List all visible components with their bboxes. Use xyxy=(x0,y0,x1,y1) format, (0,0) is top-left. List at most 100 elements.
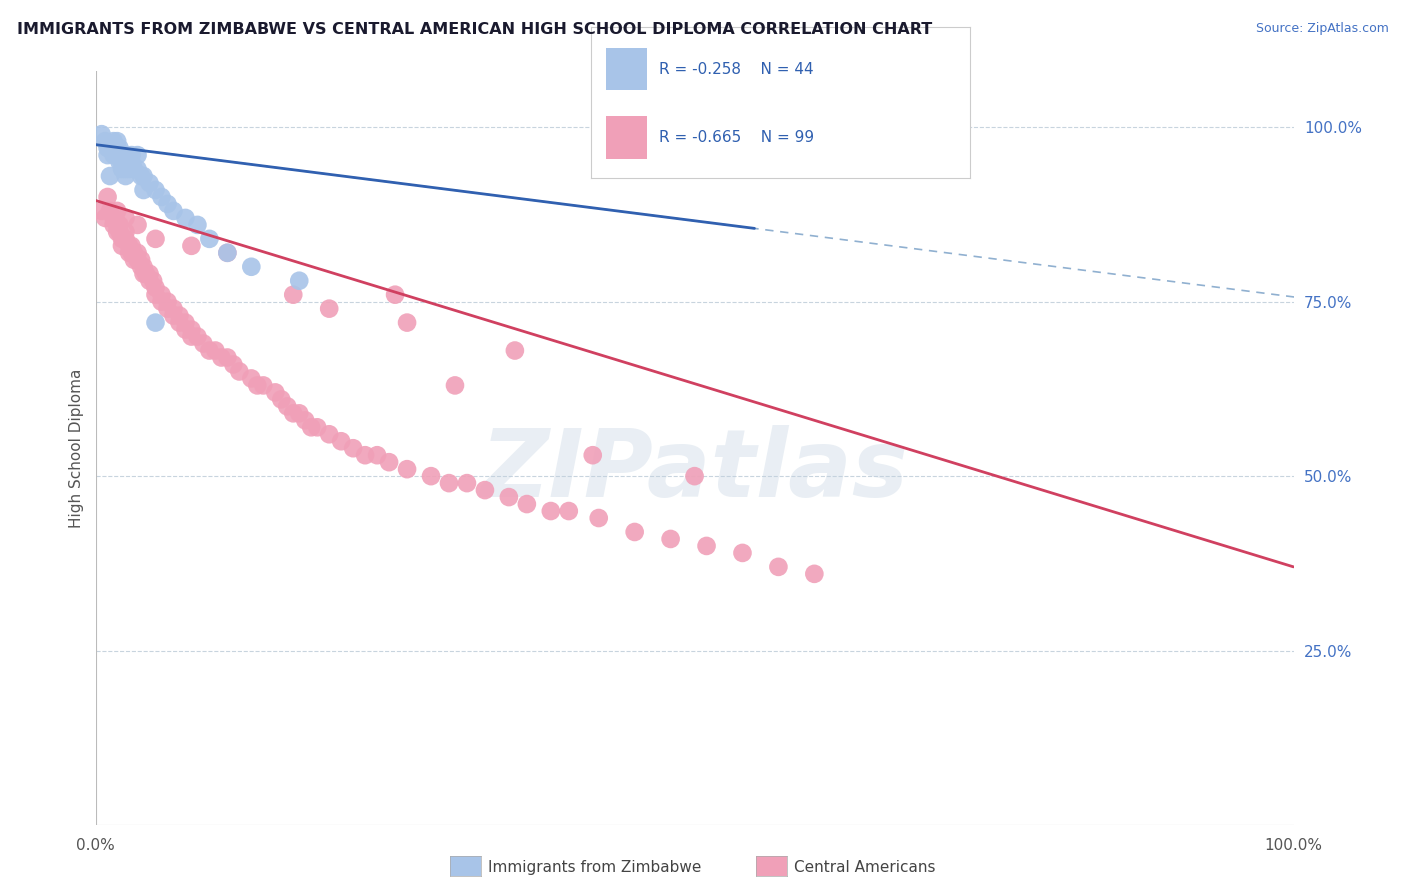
Point xyxy=(108,155,131,169)
Text: IMMIGRANTS FROM ZIMBABWE VS CENTRAL AMERICAN HIGH SCHOOL DIPLOMA CORRELATION CHA: IMMIGRANTS FROM ZIMBABWE VS CENTRAL AMER… xyxy=(17,22,932,37)
Point xyxy=(145,232,167,246)
Point xyxy=(98,141,121,155)
Point xyxy=(246,378,269,392)
Point xyxy=(145,183,167,197)
Point xyxy=(803,566,825,581)
Point xyxy=(138,274,160,288)
Point xyxy=(111,148,134,162)
Point xyxy=(240,260,263,274)
Point xyxy=(396,316,419,330)
Point xyxy=(623,524,645,539)
Text: Central Americans: Central Americans xyxy=(794,860,936,874)
Point xyxy=(217,245,239,260)
Point xyxy=(142,274,165,288)
Point xyxy=(307,420,329,434)
Point xyxy=(186,218,208,232)
Point xyxy=(540,504,562,518)
Point xyxy=(156,294,179,309)
Point xyxy=(111,232,134,246)
Point xyxy=(516,497,538,511)
Point xyxy=(90,127,112,141)
Point xyxy=(114,225,136,239)
Point xyxy=(105,203,128,218)
Point xyxy=(122,245,145,260)
Point xyxy=(129,169,152,183)
Point xyxy=(276,400,298,414)
Text: Source: ZipAtlas.com: Source: ZipAtlas.com xyxy=(1256,22,1389,36)
Point xyxy=(174,322,197,336)
Text: ZIPatlas: ZIPatlas xyxy=(481,425,908,516)
Point xyxy=(105,218,128,232)
Point xyxy=(498,490,520,504)
Point xyxy=(111,162,134,177)
Point xyxy=(145,287,167,301)
Point xyxy=(288,406,311,420)
Point xyxy=(105,225,128,239)
Point xyxy=(283,406,305,420)
Point xyxy=(156,197,179,211)
Point xyxy=(437,476,460,491)
Point xyxy=(264,385,287,400)
Point xyxy=(94,211,117,225)
Point xyxy=(240,371,263,385)
Point xyxy=(283,287,305,301)
Point xyxy=(145,316,167,330)
Point xyxy=(132,260,155,274)
Point xyxy=(145,281,167,295)
Point xyxy=(288,274,311,288)
Point xyxy=(114,148,136,162)
Point xyxy=(122,252,145,267)
Bar xyxy=(606,116,647,159)
Point xyxy=(174,211,197,225)
Point xyxy=(121,245,143,260)
Point xyxy=(114,232,136,246)
Point xyxy=(588,511,610,525)
Point xyxy=(180,239,202,253)
Point xyxy=(169,309,191,323)
Point xyxy=(121,155,143,169)
Point xyxy=(129,252,152,267)
Point xyxy=(132,169,155,183)
Point xyxy=(108,218,131,232)
Point xyxy=(150,294,173,309)
Point xyxy=(111,155,134,169)
Point xyxy=(114,211,136,225)
Point xyxy=(132,267,155,281)
Point xyxy=(138,176,160,190)
Point xyxy=(186,329,208,343)
Point xyxy=(108,148,131,162)
Point xyxy=(198,343,221,358)
Point xyxy=(108,141,131,155)
Point xyxy=(169,316,191,330)
Point xyxy=(366,448,388,462)
Point xyxy=(118,245,141,260)
Point xyxy=(150,190,173,204)
Point xyxy=(98,169,121,183)
Point xyxy=(118,155,141,169)
Point xyxy=(90,203,112,218)
Text: R = -0.665    N = 99: R = -0.665 N = 99 xyxy=(659,130,814,145)
Point xyxy=(121,239,143,253)
Point xyxy=(132,183,155,197)
Point xyxy=(118,162,141,177)
Point xyxy=(228,364,250,378)
Point xyxy=(318,301,340,316)
Point xyxy=(135,267,157,281)
Point xyxy=(217,351,239,365)
Point xyxy=(114,162,136,177)
Point xyxy=(209,351,232,365)
Point xyxy=(180,329,202,343)
Text: Immigrants from Zimbabwe: Immigrants from Zimbabwe xyxy=(488,860,702,874)
Point xyxy=(105,141,128,155)
Y-axis label: High School Diploma: High School Diploma xyxy=(69,368,84,528)
Point xyxy=(582,448,605,462)
Point xyxy=(150,287,173,301)
Point xyxy=(97,190,120,204)
Point xyxy=(162,309,184,323)
Point xyxy=(138,267,160,281)
Point xyxy=(127,218,149,232)
Point xyxy=(103,211,125,225)
Point xyxy=(768,560,790,574)
Point xyxy=(94,134,117,148)
Point xyxy=(342,442,364,455)
